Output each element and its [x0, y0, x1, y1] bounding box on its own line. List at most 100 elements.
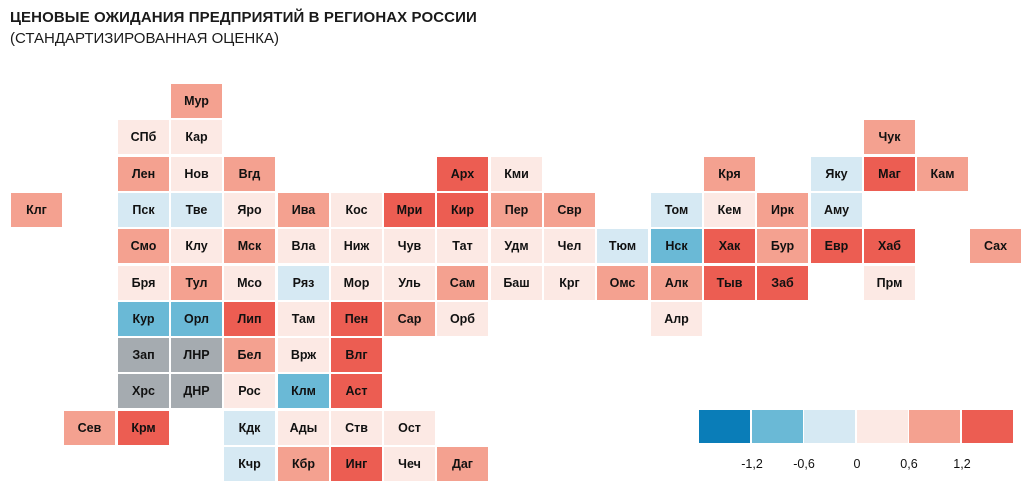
region-tile: Тул [171, 266, 222, 300]
region-tile: Клм [278, 374, 329, 408]
region-tile: Чел [544, 229, 595, 263]
region-tile: Мри [384, 193, 435, 227]
region-tile: Мсо [224, 266, 275, 300]
region-tile: Мск [224, 229, 275, 263]
legend-swatch [752, 410, 803, 443]
legend-tick-label: 0,6 [900, 457, 918, 471]
legend-swatch [857, 410, 908, 443]
region-tile: Ива [278, 193, 329, 227]
region-tile: Кдк [224, 411, 275, 445]
region-tile: Кам [917, 157, 968, 191]
region-tile: Сар [384, 302, 435, 336]
region-tile: Влг [331, 338, 382, 372]
region-tile: Прм [864, 266, 915, 300]
region-tile: Вла [278, 229, 329, 263]
region-tile: Пер [491, 193, 542, 227]
region-tile: Клу [171, 229, 222, 263]
region-tile: Чеч [384, 447, 435, 481]
region-tile: Том [651, 193, 702, 227]
region-tile: Арх [437, 157, 488, 191]
region-tile: Кир [437, 193, 488, 227]
region-tile: Нов [171, 157, 222, 191]
region-tile: Ряз [278, 266, 329, 300]
region-tile: Кар [171, 120, 222, 154]
region-tile: Пск [118, 193, 169, 227]
legend-swatch [909, 410, 960, 443]
region-tile: Аст [331, 374, 382, 408]
region-tile: Кос [331, 193, 382, 227]
region-tile: Мор [331, 266, 382, 300]
region-tile: Лен [118, 157, 169, 191]
region-tile: Хак [704, 229, 755, 263]
region-tile: Зап [118, 338, 169, 372]
region-tile: Там [278, 302, 329, 336]
region-tile: Хрс [118, 374, 169, 408]
region-tile: Кчр [224, 447, 275, 481]
region-tile: Кми [491, 157, 542, 191]
legend-swatch [804, 410, 855, 443]
region-tile: Ирк [757, 193, 808, 227]
region-tile: Врж [278, 338, 329, 372]
legend-tick-label: -1,2 [741, 457, 763, 471]
region-tile: Ост [384, 411, 435, 445]
region-tile: Евр [811, 229, 862, 263]
region-tile: Мур [171, 84, 222, 118]
region-tile: Кря [704, 157, 755, 191]
region-tile: Орб [437, 302, 488, 336]
region-tile: Даг [437, 447, 488, 481]
region-tile: Бря [118, 266, 169, 300]
chart-title: ЦЕНОВЫЕ ОЖИДАНИЯ ПРЕДПРИЯТИЙ В РЕГИОНАХ … [10, 9, 477, 26]
region-tile: Нск [651, 229, 702, 263]
region-tile: Аму [811, 193, 862, 227]
region-tile: Ады [278, 411, 329, 445]
region-tile: Лип [224, 302, 275, 336]
region-tile: Пен [331, 302, 382, 336]
region-tile: Кур [118, 302, 169, 336]
region-tile: Тюм [597, 229, 648, 263]
region-tile: ДНР [171, 374, 222, 408]
region-tile: Рос [224, 374, 275, 408]
legend-swatch [699, 410, 750, 443]
region-tile: Маг [864, 157, 915, 191]
region-tile: Бур [757, 229, 808, 263]
region-tile: Яку [811, 157, 862, 191]
region-tile: Заб [757, 266, 808, 300]
region-tile: Инг [331, 447, 382, 481]
region-tile: Уль [384, 266, 435, 300]
region-tile: ЛНР [171, 338, 222, 372]
region-tile: Вгд [224, 157, 275, 191]
region-tile: Тве [171, 193, 222, 227]
region-tile: Крм [118, 411, 169, 445]
region-tile: Свр [544, 193, 595, 227]
region-tile: Сам [437, 266, 488, 300]
legend-tick-label: 1,2 [953, 457, 971, 471]
region-tile: Баш [491, 266, 542, 300]
region-tile: Яро [224, 193, 275, 227]
legend-tick-label: -0,6 [793, 457, 815, 471]
region-tile: Кем [704, 193, 755, 227]
region-tile: Кбр [278, 447, 329, 481]
region-tile: Хаб [864, 229, 915, 263]
legend-swatch [962, 410, 1013, 443]
region-tile: Ниж [331, 229, 382, 263]
region-tile: Клг [11, 193, 62, 227]
region-tile: Крг [544, 266, 595, 300]
region-tile: Сах [970, 229, 1021, 263]
region-tile: Чув [384, 229, 435, 263]
region-tile: Алр [651, 302, 702, 336]
legend-tick-label: 0 [853, 457, 861, 471]
region-tile: Тат [437, 229, 488, 263]
region-tile: Сев [64, 411, 115, 445]
region-tile: Тыв [704, 266, 755, 300]
region-tile: Смо [118, 229, 169, 263]
region-tile: Алк [651, 266, 702, 300]
chart-subtitle: (СТАНДАРТИЗИРОВАННАЯ ОЦЕНКА) [10, 30, 279, 47]
region-tile: Орл [171, 302, 222, 336]
region-tile: Удм [491, 229, 542, 263]
region-tile: Ств [331, 411, 382, 445]
region-tile: Омс [597, 266, 648, 300]
region-tile: Чук [864, 120, 915, 154]
region-tile: Бел [224, 338, 275, 372]
region-tile: СПб [118, 120, 169, 154]
